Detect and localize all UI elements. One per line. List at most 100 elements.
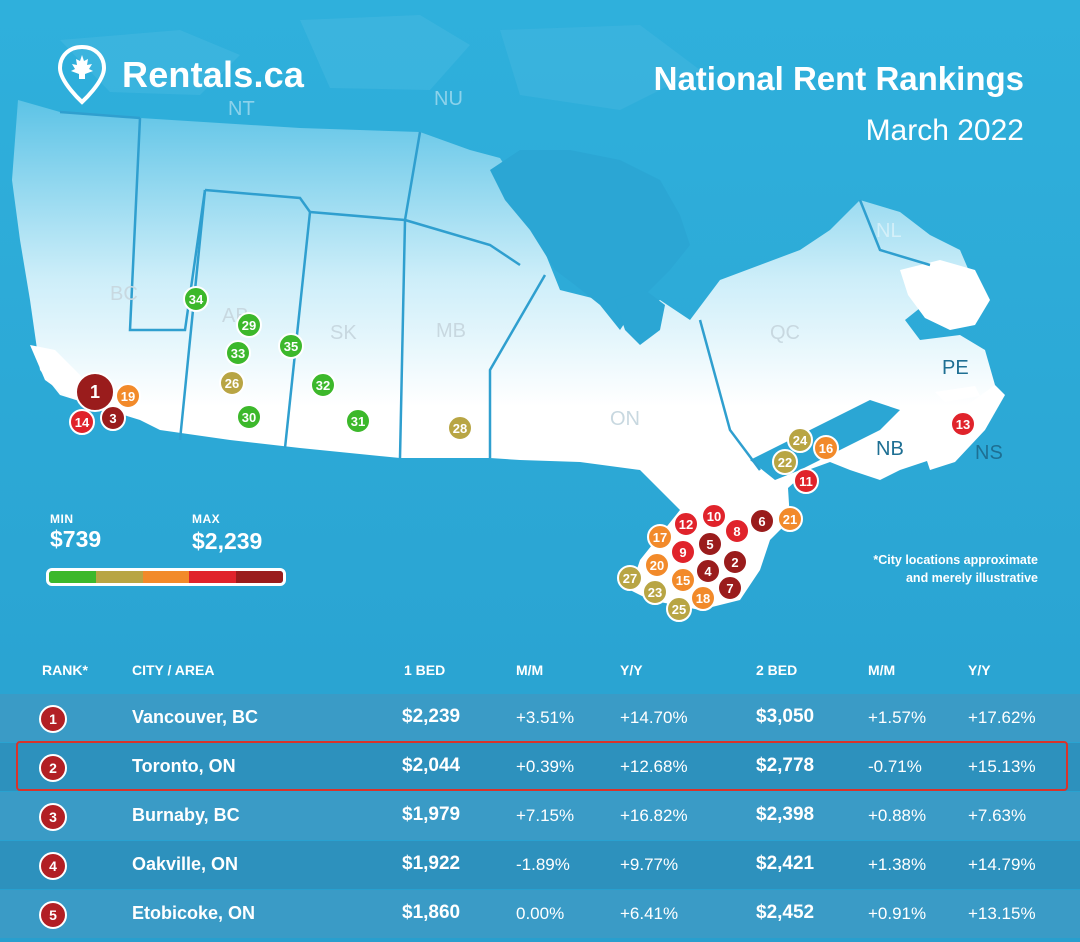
vancouver-island: [30, 345, 90, 398]
legend-color-segment: [189, 571, 237, 583]
region-label-qc: QC: [770, 322, 800, 344]
region-label-nt: NT: [228, 98, 255, 120]
city-marker-33: 33: [225, 340, 251, 366]
cell-mm1: +0.39%: [516, 757, 575, 776]
legend-color-segment: [142, 571, 190, 583]
cell-mm1: +7.15%: [516, 806, 575, 825]
region-label-ns: NS: [975, 442, 1003, 464]
cell-city: Burnaby, BC: [132, 805, 240, 825]
city-marker-24: 24: [787, 427, 813, 453]
cell-yy2: +17.62%: [968, 708, 1036, 727]
city-marker-22: 22: [772, 449, 798, 475]
pei-island: [935, 386, 980, 402]
city-marker-12: 12: [673, 511, 699, 537]
canada-map: [12, 15, 1005, 610]
city-marker-7: 7: [717, 575, 743, 601]
rank-badge: 5: [39, 901, 67, 929]
header-2bed: 2 BED: [756, 662, 798, 678]
city-marker-31: 31: [345, 408, 371, 434]
city-marker-14: 14: [69, 409, 95, 435]
cell-bed1: $2,044: [402, 755, 461, 776]
city-marker-4: 4: [695, 558, 721, 584]
cell-bed2: $2,452: [756, 902, 815, 923]
header-1bed-mm: M/M: [516, 662, 544, 678]
city-marker-35: 35: [278, 333, 304, 359]
cell-bed1: $1,922: [402, 853, 461, 874]
cell-yy1: +9.77%: [620, 855, 679, 874]
table-row: 5 Etobicoke, ON $1,860 0.00% +6.41% $2,452 +0.…: [0, 890, 1080, 938]
rank-badge: 1: [39, 705, 67, 733]
rankings-table: 1 Vancouver, BC $2,239 +3.51% +14.70% $3,050 +…: [0, 694, 1080, 939]
city-marker-28: 28: [447, 415, 473, 441]
header-1bed: 1 BED: [404, 662, 446, 678]
location-note-line2: and merely illustrative: [905, 571, 1038, 585]
location-note-line1: *City locations approximate: [873, 553, 1038, 567]
city-marker-23: 23: [642, 579, 668, 605]
header-rank: RANK*: [42, 662, 88, 678]
city-marker-30: 30: [236, 404, 262, 430]
city-marker-32: 32: [310, 372, 336, 398]
city-marker-20: 20: [644, 552, 670, 578]
cell-yy1: +12.68%: [620, 757, 688, 776]
city-marker-5: 5: [697, 531, 723, 557]
city-marker-26: 26: [219, 370, 245, 396]
city-marker-25: 25: [666, 596, 692, 622]
city-marker-15: 15: [670, 567, 696, 593]
cell-bed1: $1,979: [402, 804, 461, 825]
newfoundland-island: [900, 260, 990, 330]
cell-city: Vancouver, BC: [132, 707, 259, 727]
cell-yy2: +13.15%: [968, 904, 1036, 923]
rank-badge: 2: [39, 754, 67, 782]
region-label-mb: MB: [436, 320, 466, 342]
header-2bed-mm: M/M: [868, 662, 896, 678]
legend-color-segment: [95, 571, 143, 583]
legend-color-segment: [49, 571, 96, 583]
cell-mm1: -1.89%: [516, 855, 570, 874]
table-row: 2 Toronto, ON $2,044 +0.39% +12.68% $2,778 -0.…: [0, 743, 1080, 791]
cell-mm2: +1.57%: [868, 708, 927, 727]
rank-badge: 3: [39, 803, 67, 831]
cell-bed2: $2,421: [756, 853, 815, 874]
brand-logo: Rentals.ca: [56, 44, 304, 106]
cell-bed1: $1,860: [402, 902, 461, 923]
page-subtitle: March 2022: [865, 114, 1024, 147]
cell-bed2: $2,398: [756, 804, 815, 825]
cell-yy2: +14.79%: [968, 855, 1036, 874]
header-1bed-yy: Y/Y: [620, 662, 643, 678]
city-marker-11: 11: [793, 468, 819, 494]
cell-city: Etobicoke, ON: [132, 903, 256, 923]
james-bay: [615, 290, 665, 345]
rank-badge: 4: [39, 852, 67, 880]
cell-mm2: +0.88%: [868, 806, 927, 825]
region-label-pe: PE: [942, 357, 969, 379]
table-row: 1 Vancouver, BC $2,239 +3.51% +14.70% $3,050 +…: [0, 694, 1080, 742]
cell-city: Oakville, ON: [132, 854, 239, 874]
city-marker-6: 6: [749, 508, 775, 534]
city-marker-21: 21: [777, 506, 803, 532]
cell-bed2: $2,778: [756, 755, 815, 776]
region-label-bc: BC: [110, 283, 138, 305]
city-marker-3: 3: [100, 405, 126, 431]
city-marker-13: 13: [950, 411, 976, 437]
city-marker-8: 8: [724, 518, 750, 544]
region-label-sk: SK: [330, 322, 357, 344]
city-marker-10: 10: [701, 503, 727, 529]
mainland-shape: [12, 100, 995, 610]
city-marker-29: 29: [236, 312, 262, 338]
cell-mm2: +0.91%: [868, 904, 927, 923]
cell-mm1: +3.51%: [516, 708, 575, 727]
city-marker-27: 27: [617, 565, 643, 591]
city-marker-2: 2: [722, 549, 748, 575]
cell-mm2: +1.38%: [868, 855, 927, 874]
city-marker-1: 1: [75, 372, 115, 412]
legend-color-scale: [46, 568, 286, 586]
table-header: RANK* CITY / AREA 1 BED M/M Y/Y 2 BED M/…: [0, 652, 1080, 688]
city-marker-17: 17: [647, 524, 673, 550]
cell-bed2: $3,050: [756, 706, 815, 727]
hudson-bay: [490, 150, 690, 330]
region-label-nu: NU: [434, 88, 463, 110]
cell-yy1: +16.82%: [620, 806, 688, 825]
city-marker-19: 19: [115, 383, 141, 409]
header-city: CITY / AREA: [132, 662, 215, 678]
